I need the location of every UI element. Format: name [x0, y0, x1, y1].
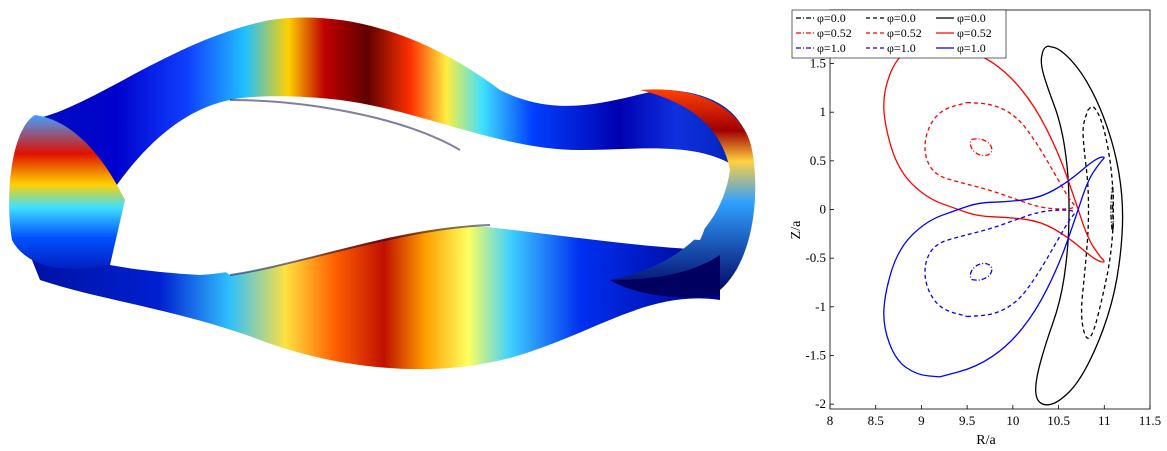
legend-label: φ=1.0 — [887, 41, 916, 55]
curve-phi052-solid — [883, 41, 1105, 263]
y-tick-label: -1.5 — [805, 347, 826, 362]
y-axis-label: Z/a — [790, 220, 804, 239]
legend-label: φ=0.52 — [957, 26, 992, 40]
curve-phi10-dashed — [924, 209, 1076, 318]
legend: φ=0.0 φ=0.0 φ=0.0φ=0.52 φ=0.52 φ=0.52φ=1.0 φ=… — [791, 9, 1007, 59]
y-tick-label: -2 — [815, 396, 826, 411]
curve-phi0-solid — [1035, 45, 1124, 406]
legend-label: φ=0.0 — [887, 11, 916, 25]
x-tick-label: 8.5 — [868, 413, 884, 428]
y-tick-label: 1.5 — [810, 56, 826, 71]
x-tick-label: 10.5 — [1047, 413, 1070, 428]
legend-label: φ=1.0 — [957, 41, 986, 55]
x-ticks: 8 8.5 9 9.5 10 10.5 11 11.5 — [827, 405, 1161, 428]
x-tick-label: 10 — [1006, 413, 1019, 428]
plot-axes-frame — [829, 9, 1151, 410]
legend-label: φ=0.0 — [817, 11, 846, 25]
x-tick-label: 9 — [918, 413, 925, 428]
curve-phi052-dashdot — [969, 138, 993, 157]
y-tick-label: -0.5 — [805, 250, 826, 265]
curves-group — [883, 41, 1124, 406]
y-tick-label: 1 — [820, 104, 827, 119]
y-tick-label: 0 — [820, 202, 827, 217]
legend-label: φ=1.0 — [817, 41, 846, 55]
y-tick-label: -1 — [815, 299, 826, 314]
x-tick-label: 11.5 — [1139, 413, 1161, 428]
y-tick-label: 0.5 — [810, 153, 826, 168]
legend-label: φ=0.52 — [887, 26, 922, 40]
legend-box — [791, 9, 1007, 59]
x-tick-label: 11 — [1098, 413, 1111, 428]
curve-phi10-solid — [883, 156, 1105, 378]
legend-label: φ=0.0 — [957, 11, 986, 25]
x-tick-label: 8 — [827, 413, 834, 428]
y-ticks: -2 -1.5 -1 -0.5 0 0.5 1 1.5 — [805, 56, 834, 411]
x-tick-label: 9.5 — [959, 413, 975, 428]
curve-phi10-dashdot — [969, 262, 993, 281]
curve-phi052-dashed — [924, 101, 1076, 210]
legend-label: φ=0.52 — [817, 26, 852, 40]
x-axis-label: R/a — [976, 433, 996, 448]
cross-section-plot: 8 8.5 9 9.5 10 10.5 11 11.5 -2-1.5-1-0.500.511.… — [790, 9, 1161, 448]
plasma-surface-3d — [9, 17, 756, 370]
